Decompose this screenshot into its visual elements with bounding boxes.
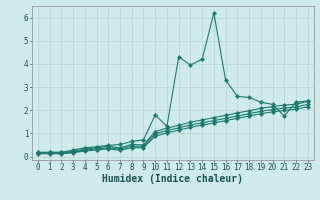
X-axis label: Humidex (Indice chaleur): Humidex (Indice chaleur): [102, 174, 243, 184]
